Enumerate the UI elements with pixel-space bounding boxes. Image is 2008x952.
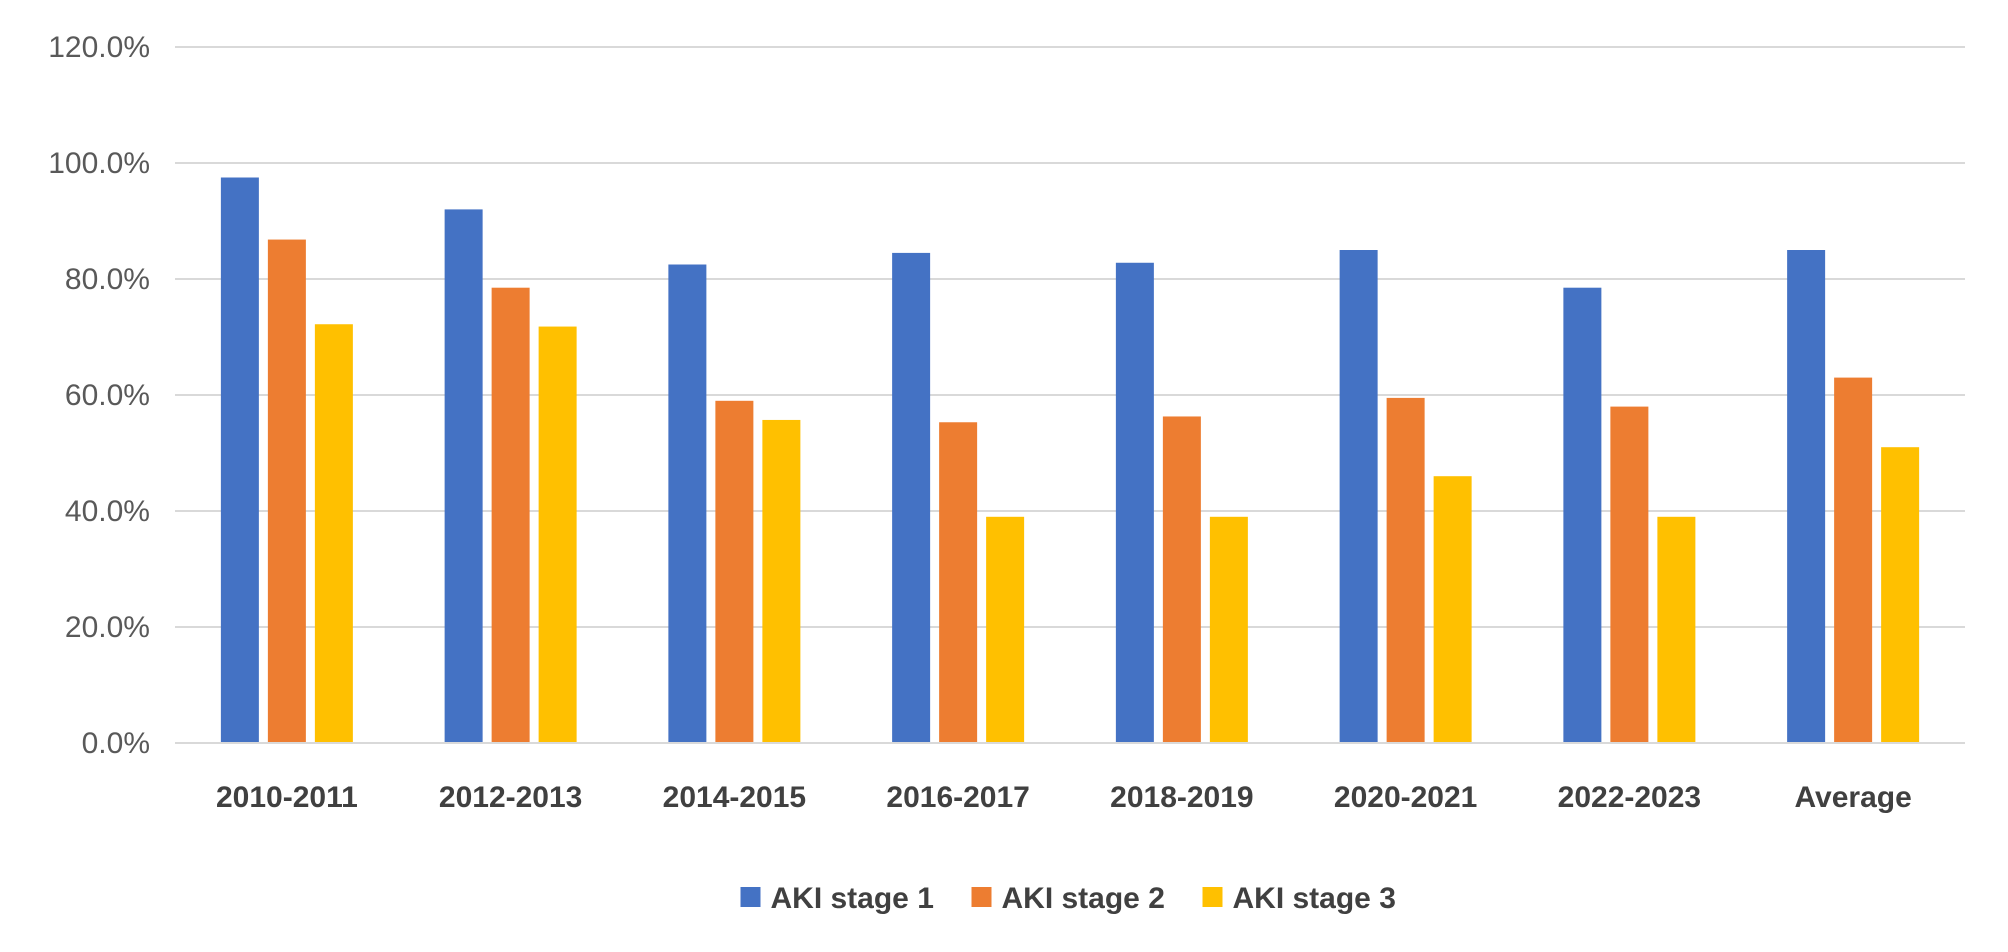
bar-aki-stage-2-2014-2015 <box>715 400 754 743</box>
x-category-label: 2014-2015 <box>663 781 806 814</box>
x-category-label: 2010-2011 <box>216 781 358 814</box>
x-category-label: 2012-2013 <box>439 781 582 814</box>
bar-aki-stage-3-2014-2015 <box>762 419 801 743</box>
y-tick-label: 40.0% <box>65 495 150 528</box>
bar-aki-stage-2-2010-2011 <box>267 239 306 743</box>
x-category-label: Average <box>1794 781 1911 814</box>
legend-label: AKI stage 1 <box>771 882 934 915</box>
y-tick-label: 120.0% <box>48 31 150 64</box>
x-category-label: 2020-2021 <box>1334 781 1477 814</box>
legend: AKI stage 1 AKI stage 2 AKI stage 3 <box>740 882 1396 915</box>
legend-swatch-aki-stage-3 <box>1202 887 1223 907</box>
y-tick-label: 100.0% <box>48 147 150 180</box>
bars <box>220 177 1920 743</box>
bar-aki-stage-3-2018-2019 <box>1209 516 1248 743</box>
bar-aki-stage-3-2020-2021 <box>1433 476 1472 743</box>
y-axis-tick-labels: 0.0% 20.0% 40.0% 60.0% 80.0% 100.0% 120.0% <box>48 31 150 760</box>
y-tick-label: 0.0% <box>82 727 150 760</box>
y-tick-label: 20.0% <box>65 611 150 644</box>
bar-aki-stage-2-2016-2017 <box>939 422 978 743</box>
bar-aki-stage-1-2012-2013 <box>444 209 483 743</box>
gridlines <box>175 46 1965 628</box>
bar-aki-stage-2-2022-2023 <box>1610 406 1649 743</box>
x-axis-category-labels: 2010-2011 2012-2013 2014-2015 2016-2017 2018… <box>216 781 1912 814</box>
bar-aki-stage-1-2018-2019 <box>1115 262 1154 743</box>
x-category-label: 2018-2019 <box>1110 781 1253 814</box>
bar-aki-stage-3-2022-2023 <box>1657 516 1696 743</box>
bar-aki-stage-1-2022-2023 <box>1563 287 1602 743</box>
bar-aki-stage-1-average <box>1787 250 1826 743</box>
bar-aki-stage-1-2020-2021 <box>1339 250 1378 743</box>
legend-label: AKI stage 3 <box>1233 882 1396 915</box>
bar-aki-stage-3-average <box>1881 447 1920 743</box>
bar-aki-stage-2-2020-2021 <box>1386 397 1425 743</box>
bar-aki-stage-1-2014-2015 <box>668 264 707 743</box>
bar-aki-stage-3-2010-2011 <box>314 324 353 743</box>
x-category-label: 2016-2017 <box>886 781 1029 814</box>
legend-swatch-aki-stage-1 <box>740 887 761 907</box>
legend-label: AKI stage 2 <box>1002 882 1165 915</box>
bar-aki-stage-1-2016-2017 <box>892 252 931 743</box>
bar-aki-stage-2-2018-2019 <box>1162 416 1201 743</box>
bar-aki-stage-2-2012-2013 <box>491 287 530 743</box>
bar-aki-stage-2-average <box>1834 377 1873 743</box>
y-tick-label: 80.0% <box>65 263 150 296</box>
bar-aki-stage-3-2016-2017 <box>986 516 1025 743</box>
y-tick-label: 60.0% <box>65 379 150 412</box>
x-category-label: 2022-2023 <box>1558 781 1701 814</box>
legend-swatch-aki-stage-2 <box>971 887 992 907</box>
bar-aki-stage-3-2012-2013 <box>538 326 577 743</box>
bar-aki-stage-1-2010-2011 <box>220 177 259 743</box>
